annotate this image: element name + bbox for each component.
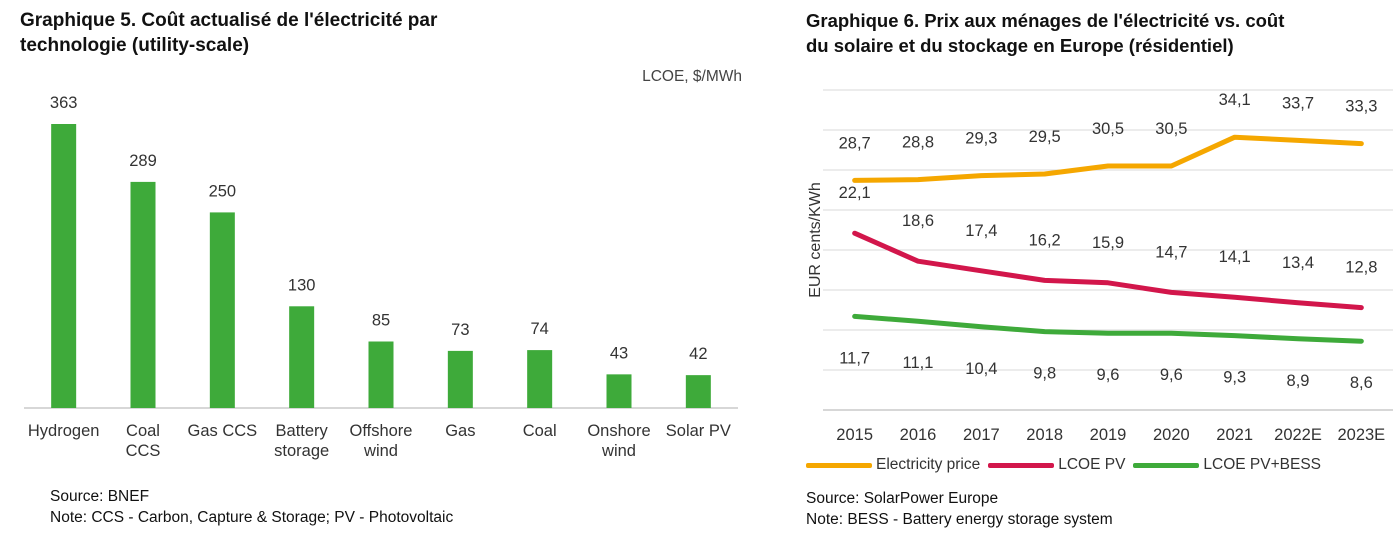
source-text: Source: BNEF (50, 488, 150, 505)
bar (289, 306, 315, 408)
y-axis-unit-label: LCOE, $/MWh (642, 68, 742, 85)
legend-label: LCOE PV+BESS (1203, 456, 1322, 473)
data-label: 9,3 (1223, 369, 1246, 387)
x-tick-label: Gas (445, 422, 475, 440)
data-label: 13,4 (1282, 254, 1314, 272)
data-label: 29,5 (1029, 128, 1061, 146)
bar (51, 124, 77, 408)
data-label: 289 (129, 152, 157, 170)
chart-title: Graphique 5. Coût actualisé de l'électri… (20, 10, 438, 56)
legend-swatch (806, 462, 872, 468)
data-label: 73 (451, 321, 469, 339)
bar (606, 374, 632, 408)
data-label: 14,7 (1155, 243, 1187, 261)
data-label: 130 (288, 276, 316, 294)
data-label: 9,6 (1097, 366, 1120, 384)
data-label: 14,1 (1219, 248, 1251, 266)
data-label: 8,9 (1287, 372, 1310, 390)
line-chart: EUR cents/KWh 2015 2016 2017 2018 2019 2020 202… (807, 89, 1393, 444)
x-tick-label: 2019 (1090, 426, 1127, 444)
data-label: 29,3 (965, 130, 997, 148)
data-label: 9,8 (1033, 365, 1056, 383)
data-label: 85 (372, 311, 390, 329)
data-label: 10,4 (965, 360, 997, 378)
note-text: Note: CCS - Carbon, Capture & Storage; P… (50, 509, 454, 526)
data-label: 363 (50, 94, 78, 112)
data-label: 33,3 (1345, 98, 1377, 116)
chart-panel-lcoe-technology: Graphique 5. Coût actualisé de l'électri… (20, 10, 742, 528)
legend-swatch (988, 462, 1055, 468)
x-tick-label: Gas CCS (187, 422, 257, 440)
x-tick-label: 2020 (1153, 426, 1190, 444)
data-label: 34,1 (1219, 91, 1251, 109)
data-label: 11,7 (839, 349, 870, 367)
data-label: 17,4 (965, 222, 997, 240)
legend-item-lcoe-pv: LCOE PV (988, 456, 1125, 474)
data-label: 30,5 (1155, 120, 1187, 138)
bar (685, 375, 711, 408)
data-label: 11,1 (903, 354, 934, 372)
x-tick-label: 2015 (836, 426, 873, 444)
x-tick-label: Onshore wind (587, 422, 650, 460)
data-label: 33,7 (1282, 94, 1314, 112)
bar (130, 181, 156, 408)
x-tick-label: 2017 (963, 426, 1000, 444)
legend-label: LCOE PV (1058, 456, 1126, 473)
chart-panel-household-prices: Graphique 6. Prix aux ménages de l'élect… (790, 0, 1396, 540)
data-label: 28,7 (839, 134, 871, 152)
data-label: 30,5 (1092, 120, 1124, 138)
bar-chart: 363 Hydrogen 289 Coal CCS 250 Gas CCS 130 Batter… (24, 94, 738, 460)
series-line-lcoe-pv (852, 230, 1364, 311)
chart-source-note: Source: BNEF Note: CCS - Carbon, Capture… (50, 486, 453, 528)
legend-item-lcoe-pv-bess: LCOE PV+BESS (1133, 456, 1321, 474)
note-text: Note: BESS - Battery energy storage syst… (806, 511, 1113, 528)
data-label: 9,6 (1160, 366, 1183, 384)
chart-title: Graphique 6. Prix aux ménages de l'élect… (806, 10, 1285, 56)
legend-swatch (1133, 462, 1200, 468)
x-tick-label: 2023E (1337, 426, 1385, 444)
data-label: 12,8 (1345, 259, 1377, 277)
bar (368, 341, 394, 408)
series-line-lcoe-pv-bess (852, 313, 1364, 344)
x-tick-label: Hydrogen (28, 422, 100, 440)
bar (527, 350, 553, 408)
data-label: 74 (530, 320, 548, 338)
y-axis-label: EUR cents/KWh (807, 182, 824, 298)
chart-legend: Electricity price LCOE PV LCOE PV+BESS (806, 456, 1329, 474)
bar (209, 212, 235, 408)
x-tick-label: 2016 (900, 426, 937, 444)
data-label: 250 (209, 182, 237, 200)
data-label: 18,6 (902, 212, 934, 230)
data-label: 15,9 (1092, 234, 1124, 252)
x-tick-label: Battery storage (274, 422, 329, 460)
data-label: 8,6 (1350, 374, 1373, 392)
source-text: Source: SolarPower Europe (806, 490, 999, 507)
data-label: 16,2 (1029, 231, 1061, 249)
x-tick-label: Solar PV (666, 422, 731, 440)
x-tick-label: Offshore wind (350, 422, 413, 460)
x-tick-label: 2018 (1026, 426, 1063, 444)
data-label: 28,8 (902, 134, 934, 152)
x-tick-label: Coal (523, 422, 557, 440)
chart-source-note: Source: SolarPower Europe Note: BESS - B… (806, 488, 1113, 530)
bar (447, 350, 473, 408)
series-line-electricity-price (852, 134, 1364, 183)
legend-item-electricity-price: Electricity price (806, 456, 980, 474)
data-label: 43 (610, 344, 628, 362)
x-tick-label: 2022E (1274, 426, 1322, 444)
x-tick-label: Coal CCS (126, 422, 161, 460)
data-label: 22,1 (839, 184, 871, 202)
legend-label: Electricity price (876, 456, 981, 473)
data-label: 42 (689, 345, 707, 363)
x-tick-label: 2021 (1216, 426, 1253, 444)
